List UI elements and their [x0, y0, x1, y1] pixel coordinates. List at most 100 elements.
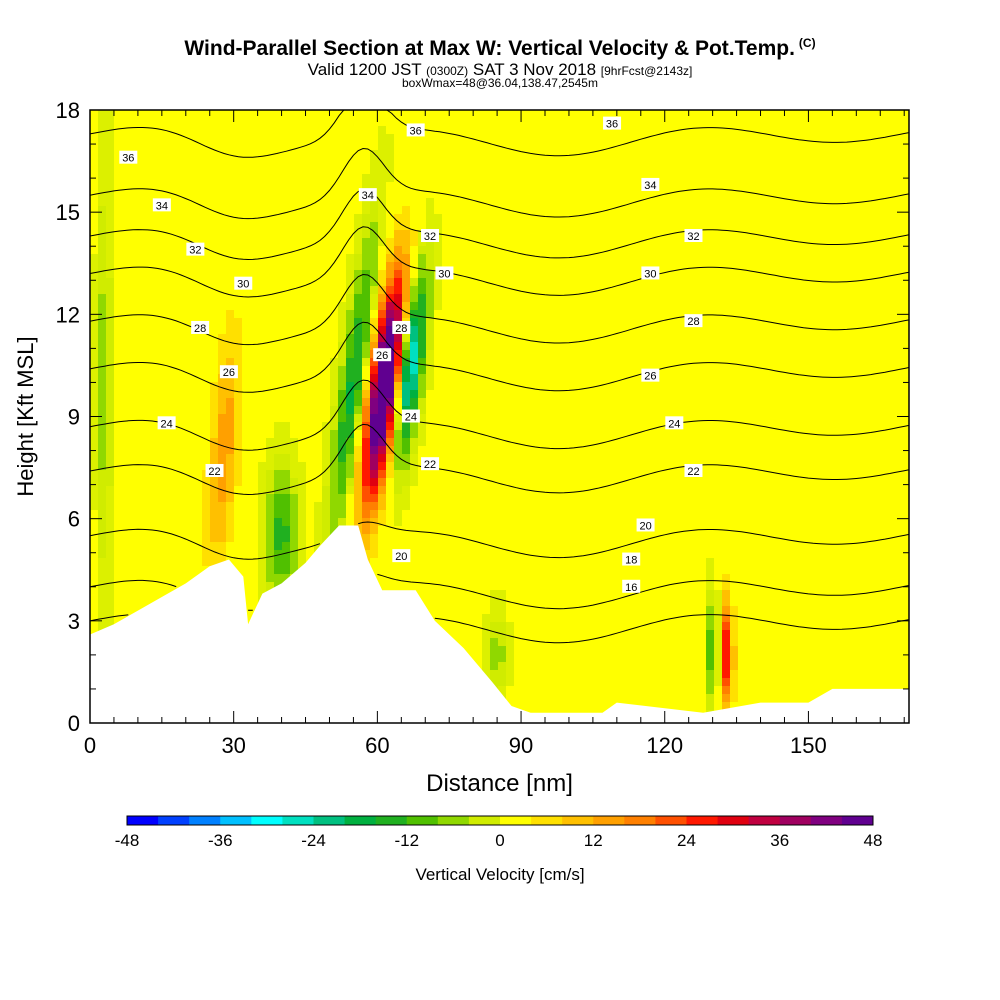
w-field-cell	[282, 190, 290, 198]
w-field-cell	[562, 406, 570, 414]
w-field-cell	[378, 150, 386, 158]
w-field-cell	[162, 518, 170, 526]
w-field-cell	[346, 166, 354, 174]
w-field-cell	[522, 158, 530, 166]
w-field-cell	[546, 294, 554, 302]
w-field-cell	[202, 150, 210, 158]
w-field-cell	[298, 326, 306, 334]
w-field-cell	[250, 374, 258, 382]
w-field-cell	[442, 254, 450, 262]
w-field-cell	[226, 334, 234, 342]
w-field-cell	[386, 478, 394, 486]
w-field-cell	[498, 398, 506, 406]
w-field-cell	[578, 478, 586, 486]
w-field-cell	[274, 502, 282, 510]
w-field-cell	[586, 246, 594, 254]
w-field-cell	[234, 486, 242, 494]
w-field-cell	[162, 254, 170, 262]
w-field-cell	[522, 110, 530, 118]
w-field-cell	[578, 526, 586, 534]
w-field-cell	[434, 478, 442, 486]
w-field-cell	[306, 126, 314, 134]
w-field-cell	[410, 382, 418, 390]
w-field-cell	[578, 254, 586, 262]
w-field-cell	[474, 406, 482, 414]
w-field-cell	[330, 422, 338, 430]
w-field-cell	[218, 326, 226, 334]
w-field-cell	[162, 446, 170, 454]
w-field-cell	[474, 166, 482, 174]
w-field-cell	[514, 238, 522, 246]
w-field-cell	[394, 190, 402, 198]
w-field-cell	[418, 294, 426, 302]
w-field-cell	[154, 358, 162, 366]
w-field-cell	[450, 446, 458, 454]
w-field-cell	[586, 350, 594, 358]
w-field-cell	[426, 358, 434, 366]
w-field-cell	[314, 110, 322, 118]
w-field-cell	[194, 310, 202, 318]
w-field-cell	[226, 118, 234, 126]
w-field-cell	[202, 502, 210, 510]
w-field-cell	[514, 502, 522, 510]
w-field-cell	[474, 214, 482, 222]
w-field-cell	[274, 510, 282, 518]
w-field-cell	[602, 286, 610, 294]
w-field-cell	[226, 294, 234, 302]
w-field-cell	[522, 310, 530, 318]
w-field-cell	[186, 262, 194, 270]
w-field-cell	[162, 158, 170, 166]
w-field-cell	[530, 166, 538, 174]
w-field-cell	[410, 358, 418, 366]
w-field-cell	[210, 230, 218, 238]
w-field-cell	[234, 518, 242, 526]
w-field-cell	[122, 366, 130, 374]
w-field-cell	[258, 366, 266, 374]
w-field-cell	[482, 126, 490, 134]
w-field-cell	[378, 110, 386, 118]
w-field-cell	[226, 550, 234, 558]
w-field-cell	[506, 622, 514, 630]
w-field-cell	[354, 518, 362, 526]
w-field-cell	[154, 550, 162, 558]
w-field-cell	[506, 550, 514, 558]
w-field-cell	[162, 390, 170, 398]
w-field-cell	[594, 566, 602, 574]
w-field-cell	[170, 566, 178, 574]
w-field-cell	[130, 398, 138, 406]
w-field-cell	[322, 214, 330, 222]
w-field-cell	[602, 222, 610, 230]
w-field-cell	[450, 558, 458, 566]
w-field-cell	[450, 294, 458, 302]
w-field-cell	[562, 590, 570, 598]
w-field-cell	[586, 422, 594, 430]
w-field-cell	[418, 494, 426, 502]
w-field-cell	[154, 454, 162, 462]
w-field-cell	[98, 454, 106, 462]
w-field-cell	[514, 510, 522, 518]
w-field-cell	[466, 382, 474, 390]
w-field-cell	[530, 694, 538, 702]
w-field-cell	[178, 454, 186, 462]
w-field-cell	[218, 350, 226, 358]
w-field-cell	[338, 206, 346, 214]
w-field-cell	[298, 278, 306, 286]
w-field-cell	[410, 422, 418, 430]
w-field-cell	[282, 294, 290, 302]
w-field-cell	[346, 270, 354, 278]
w-field-cell	[546, 542, 554, 550]
w-field-cell	[90, 430, 98, 438]
w-field-cell	[170, 318, 178, 326]
w-field-cell	[506, 318, 514, 326]
w-field-cell	[466, 158, 474, 166]
w-field-cell	[434, 174, 442, 182]
w-field-cell	[434, 614, 442, 622]
w-field-cell	[242, 214, 250, 222]
w-field-cell	[362, 510, 370, 518]
w-field-cell	[266, 574, 274, 582]
w-field-cell	[514, 486, 522, 494]
w-field-cell	[602, 550, 610, 558]
w-field-cell	[130, 126, 138, 134]
w-field-cell	[378, 478, 386, 486]
w-field-cell	[250, 358, 258, 366]
